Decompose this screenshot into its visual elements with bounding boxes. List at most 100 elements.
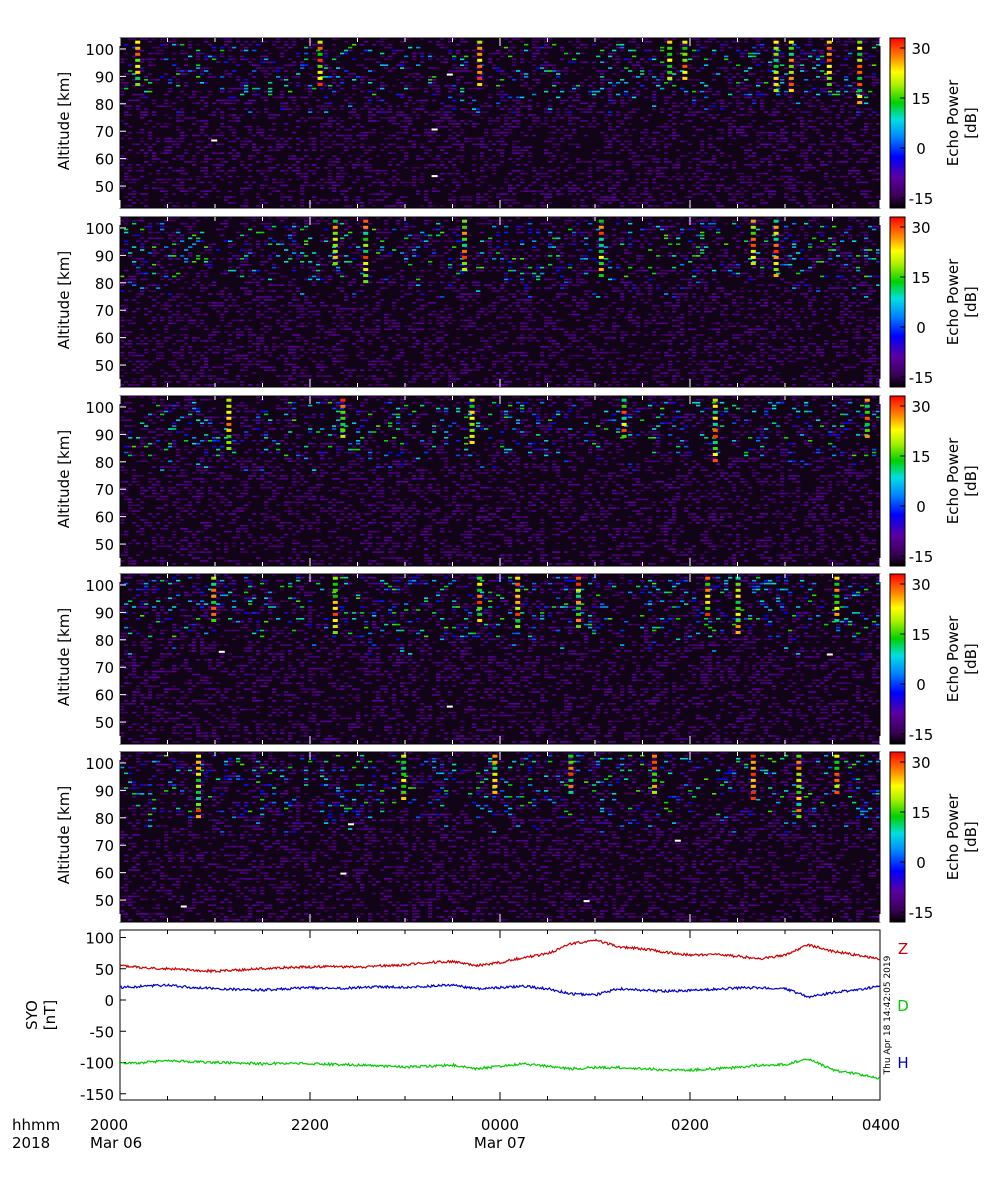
- echo-cell: [512, 193, 517, 195]
- echo-cell: [400, 120, 405, 122]
- echo-cell: [264, 369, 269, 371]
- echo-cell: [400, 146, 405, 148]
- echo-cell: [136, 143, 141, 146]
- echo-cell: [140, 93, 145, 96]
- echo-cell: [336, 304, 341, 307]
- echo-cell: [592, 93, 597, 96]
- echo-cell: [164, 123, 169, 125]
- echo-cell: [280, 381, 285, 383]
- echo-cell: [852, 190, 857, 192]
- echo-cell: [200, 131, 205, 134]
- echo-cell: [548, 152, 553, 154]
- echo-cell: [196, 193, 201, 195]
- echo-cell: [604, 134, 609, 137]
- echo-cell: [660, 49, 665, 52]
- echo-cell: [496, 102, 501, 105]
- echo-cell: [332, 187, 337, 190]
- echo-cell: [420, 55, 425, 58]
- echo-cell: [316, 313, 321, 316]
- echo-cell: [256, 217, 261, 219]
- echo-cell: [764, 184, 769, 187]
- echo-cell: [508, 131, 513, 134]
- echo-cell: [392, 134, 397, 137]
- echo-cell: [164, 193, 169, 195]
- echo-cell: [288, 64, 293, 66]
- echo-cell: [780, 149, 785, 151]
- echo-cell: [304, 375, 309, 377]
- echo-cell: [592, 96, 597, 99]
- echo-cell: [824, 175, 829, 178]
- echo-cell: [312, 337, 317, 339]
- echo-cell: [220, 164, 225, 166]
- echo-cell: [532, 55, 537, 58]
- echo-cell: [276, 76, 281, 78]
- echo-cell: [424, 149, 429, 151]
- echo-cell: [268, 61, 273, 63]
- echo-cell: [292, 225, 297, 228]
- echo-cell: [540, 190, 545, 192]
- echo-cell: [296, 316, 301, 319]
- echo-cell: [176, 178, 181, 181]
- echo-cell: [512, 146, 517, 148]
- echo-cell: [292, 111, 297, 113]
- echo-cell: [576, 108, 581, 110]
- echo-cell: [288, 178, 293, 181]
- echo-cell: [392, 181, 397, 184]
- echo-cell: [488, 76, 493, 78]
- echo-cell: [248, 363, 253, 366]
- echo-cell: [736, 193, 741, 195]
- echo-cell: [360, 272, 365, 275]
- echo-cell: [196, 55, 201, 58]
- echo-cell: [184, 149, 189, 151]
- echo-cell: [476, 178, 481, 181]
- echo-cell: [252, 40, 257, 43]
- echo-cell: [508, 190, 513, 192]
- echo-cell: [568, 187, 573, 190]
- echo-cell: [628, 99, 633, 102]
- echo-cell: [784, 187, 789, 190]
- echo-cell: [412, 87, 417, 90]
- echo-cell: [120, 369, 125, 371]
- echo-cell: [716, 172, 721, 175]
- echo-cell: [160, 307, 165, 310]
- echo-cell: [380, 82, 385, 84]
- echo-cell: [760, 93, 765, 96]
- echo-cell: [424, 99, 429, 102]
- echo-cell: [188, 178, 193, 181]
- echo-cell: [396, 49, 401, 52]
- echo-cell: [156, 261, 161, 263]
- echo-cell: [368, 340, 373, 342]
- echo-cell: [520, 152, 525, 154]
- echo-cell: [568, 111, 573, 113]
- echo-cell: [768, 76, 773, 78]
- colorbar-tick-label: 0: [916, 140, 926, 158]
- echo-cell: [444, 114, 449, 116]
- echo-cell: [872, 169, 877, 172]
- echo-cell: [276, 319, 281, 322]
- echo-cell: [352, 164, 357, 166]
- echo-cell: [544, 90, 549, 93]
- echo-cell: [492, 172, 497, 175]
- echo-cell: [228, 169, 233, 172]
- echo-cell: [288, 137, 293, 140]
- echo-cell: [260, 296, 265, 298]
- echo-cell: [164, 43, 169, 46]
- echo-cell: [268, 82, 273, 84]
- echo-cell: [208, 93, 213, 96]
- echo-cell: [176, 140, 181, 143]
- echo-cell: [368, 275, 373, 278]
- echo-cell: [136, 266, 141, 269]
- echo-cell: [804, 149, 809, 151]
- echo-cell: [204, 363, 209, 366]
- echo-cell: [136, 169, 141, 172]
- echo-cell: [384, 67, 389, 69]
- echo-cell: [228, 240, 233, 242]
- echo-cell: [336, 161, 341, 163]
- echo-cell: [792, 149, 797, 151]
- echo-cell: [140, 246, 145, 248]
- echo-cell: [316, 325, 321, 327]
- echo-cell: [192, 205, 197, 207]
- echo-cell: [840, 108, 845, 110]
- echo-cell: [432, 137, 437, 140]
- echo-cell: [760, 76, 765, 78]
